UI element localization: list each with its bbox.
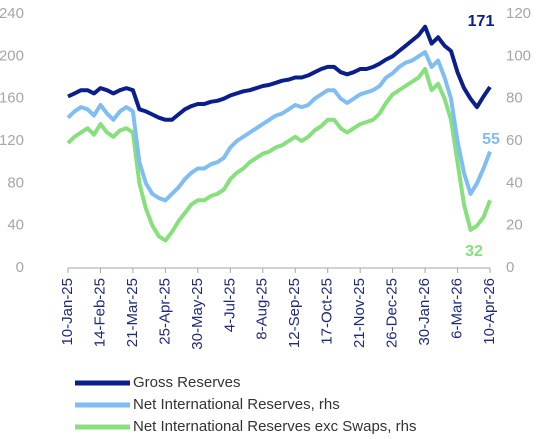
- y2-tick-label: 0: [506, 259, 514, 276]
- x-tick-label: 26-Dec-25: [384, 278, 401, 348]
- series-line: [66, 50, 492, 203]
- x-tick-label: 12-Sep-25: [286, 278, 303, 348]
- y2-tick-label: 20: [506, 217, 523, 234]
- x-tick-label: 10-Apr-26: [481, 278, 498, 345]
- y-tick-label: 200: [0, 47, 24, 64]
- y2-tick-label: 120: [506, 5, 531, 22]
- legend-label: Net International Reserves, rhs: [133, 396, 340, 413]
- y2-tick-label: 80: [506, 90, 523, 107]
- legend-label: Gross Reserves: [133, 374, 241, 391]
- y-tick-label: 80: [7, 174, 24, 191]
- end-label: 32: [465, 243, 483, 260]
- x-tick-label: 6-Mar-26: [449, 278, 466, 339]
- legend-label: Net International Reserves exc Swaps, rh…: [133, 418, 416, 435]
- x-tick-label: 30-May-25: [189, 278, 206, 350]
- y-tick-label: 0: [16, 259, 24, 276]
- series-line: [67, 24, 492, 122]
- x-tick-label: 4-Jul-25: [221, 278, 238, 332]
- y-tick-label: 160: [0, 90, 24, 107]
- y-tick-label: 120: [0, 132, 24, 149]
- y2-tick-label: 100: [506, 47, 531, 64]
- x-tick-label: 8-Aug-25: [254, 278, 271, 340]
- y-tick-label: 40: [7, 217, 24, 234]
- y2-tick-label: 40: [506, 174, 523, 191]
- y-tick-label: 240: [0, 5, 24, 22]
- x-tick-label: 25-Apr-25: [156, 278, 173, 345]
- x-tick-label: 21-Mar-25: [124, 278, 141, 347]
- x-tick-label: 21-Nov-25: [351, 278, 368, 348]
- end-label: 171: [468, 13, 495, 30]
- x-tick-label: 10-Jan-25: [59, 278, 76, 346]
- x-tick-label: 14-Feb-25: [91, 278, 108, 347]
- y2-tick-label: 60: [506, 132, 523, 149]
- end-label: 55: [482, 131, 500, 148]
- x-tick-label: 17-Oct-25: [319, 278, 336, 345]
- x-tick-label: 30-Jan-26: [416, 278, 433, 346]
- series-line: [66, 67, 492, 243]
